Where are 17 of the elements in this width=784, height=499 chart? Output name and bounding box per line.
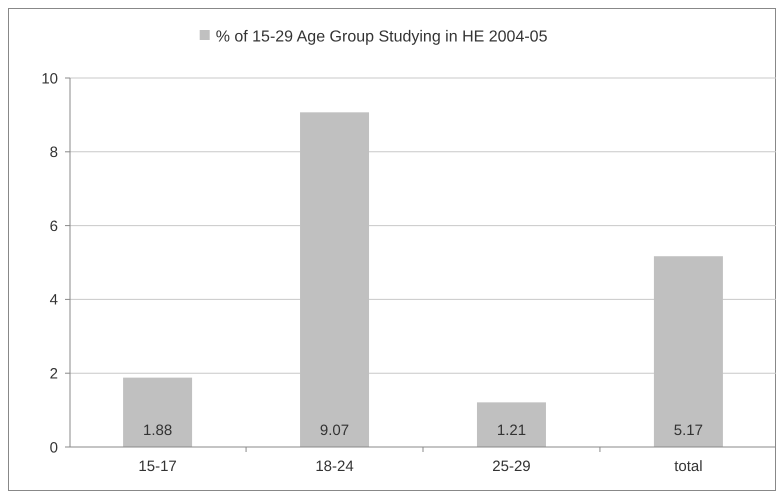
data-label: 5.17 (674, 422, 704, 439)
data-label: 1.88 (142, 422, 172, 439)
x-tick-label: total (674, 458, 703, 475)
y-tick-label: 0 (50, 439, 58, 456)
data-label: 1.21 (496, 422, 526, 439)
data-label: 9.07 (320, 422, 350, 439)
legend-label: % of 15-29 Age Group Studying in HE 2004-05 (216, 28, 548, 46)
x-tick-label: 15-17 (138, 458, 177, 475)
y-tick-label: 10 (41, 70, 58, 88)
bar (123, 378, 192, 447)
x-tick-label: 18-24 (315, 458, 354, 475)
y-tick-label: 6 (50, 218, 58, 235)
x-tick-label: 25-29 (492, 458, 531, 475)
y-tick-label: 4 (50, 292, 58, 309)
y-tick-label: 8 (50, 144, 58, 162)
bar (476, 402, 546, 447)
y-tick-label: 2 (50, 365, 58, 382)
